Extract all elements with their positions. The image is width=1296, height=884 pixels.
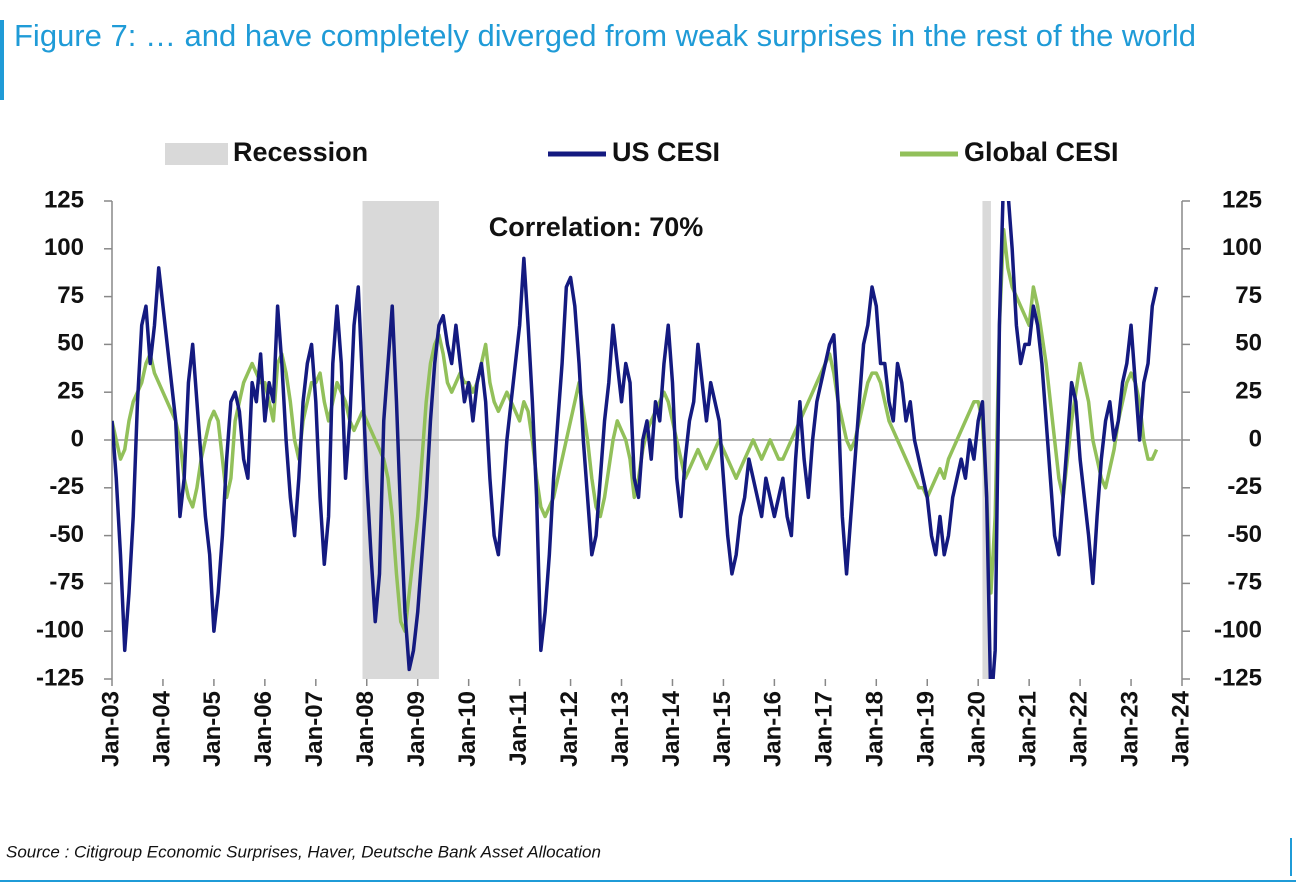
- y2-tick-label: -75: [1227, 569, 1262, 596]
- x-tick-label: Jan-17: [811, 691, 838, 767]
- x-tick-label: Jan-16: [760, 691, 787, 767]
- y-tick-label: -75: [49, 569, 84, 596]
- y-tick-label: 100: [44, 234, 84, 261]
- y2-tick-label: -100: [1214, 617, 1262, 644]
- y-tick-label: 75: [57, 282, 84, 309]
- x-tick-label: Jan-04: [148, 690, 175, 767]
- x-tick-label: Jan-14: [658, 690, 685, 767]
- x-tick-label: Jan-12: [556, 691, 583, 767]
- x-tick-label: Jan-05: [199, 691, 226, 767]
- y-tick-label: -125: [36, 664, 84, 691]
- y-tick-label: -100: [36, 617, 84, 644]
- x-tick-label: Jan-20: [964, 691, 991, 767]
- accent-bar: [0, 20, 4, 100]
- legend-swatch: [165, 143, 228, 165]
- y2-tick-label: -125: [1214, 664, 1262, 691]
- y-tick-label: -25: [49, 473, 84, 500]
- x-tick-label: Jan-24: [1167, 690, 1194, 767]
- annotation: Correlation: 70%: [489, 212, 704, 242]
- legend-label: US CESI: [612, 137, 720, 167]
- axis-layer: -125 -100 -75 -50 -25 0 25 50 75 100 125 -125 -100 -7…: [36, 186, 1262, 767]
- x-tick-label: Jan-11: [505, 691, 532, 766]
- chart-title: Figure 7: … and have completely diverged…: [14, 18, 1196, 53]
- x-tick-label: Jan-23: [1116, 691, 1143, 767]
- y-tick-label: -50: [49, 521, 84, 548]
- source: Source : Citigroup Economic Surprises, H…: [6, 842, 601, 861]
- y2-tick-label: 25: [1235, 378, 1262, 405]
- x-tick-label: Jan-15: [709, 691, 736, 767]
- y-tick-label: 125: [44, 186, 84, 213]
- y2-tick-label: 0: [1249, 425, 1262, 452]
- y-tick-label: 50: [57, 330, 84, 357]
- series-line: [112, 201, 1159, 679]
- x-tick-label: Jan-06: [250, 691, 277, 767]
- y2-tick-label: 125: [1222, 186, 1262, 213]
- y2-tick-label: 100: [1222, 234, 1262, 261]
- y-tick-label: 25: [57, 378, 84, 405]
- x-tick-label: Jan-19: [913, 691, 940, 767]
- line-layer: [112, 201, 1159, 679]
- y2-tick-label: 75: [1235, 282, 1262, 309]
- legend-label: Global CESI: [964, 137, 1119, 167]
- x-tick-label: Jan-18: [862, 691, 889, 767]
- legend-label: Recession: [233, 137, 368, 167]
- y2-tick-label: 50: [1235, 330, 1262, 357]
- x-tick-label: Jan-13: [607, 691, 634, 767]
- x-tick-label: Jan-09: [403, 691, 430, 767]
- y2-tick-label: -25: [1227, 473, 1262, 500]
- y2-tick-label: -50: [1227, 521, 1262, 548]
- x-tick-label: Jan-08: [352, 691, 379, 767]
- x-tick-label: Jan-21: [1014, 691, 1041, 767]
- x-tick-label: Jan-10: [454, 691, 481, 767]
- x-tick-label: Jan-22: [1065, 691, 1092, 767]
- x-tick-label: Jan-03: [97, 691, 124, 767]
- y-tick-label: 0: [71, 425, 84, 452]
- x-tick-label: Jan-07: [301, 691, 328, 767]
